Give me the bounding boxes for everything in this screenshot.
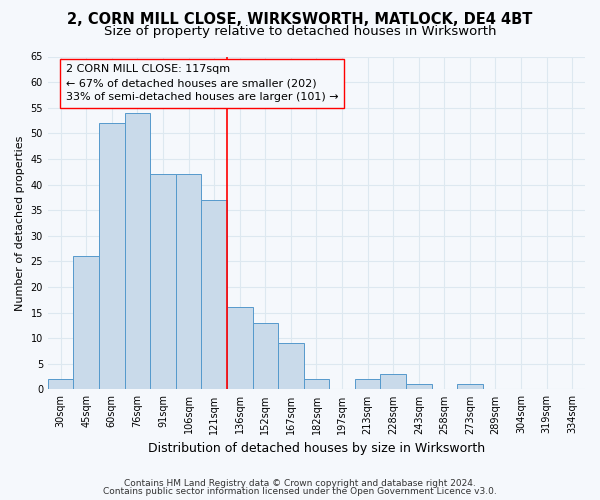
Text: Contains public sector information licensed under the Open Government Licence v3: Contains public sector information licen… <box>103 487 497 496</box>
Bar <box>99 123 125 390</box>
Text: Size of property relative to detached houses in Wirksworth: Size of property relative to detached ho… <box>104 25 496 38</box>
Y-axis label: Number of detached properties: Number of detached properties <box>15 136 25 310</box>
Bar <box>380 374 406 390</box>
Bar <box>253 323 278 390</box>
Bar <box>73 256 99 390</box>
Bar <box>457 384 482 390</box>
Bar <box>48 379 73 390</box>
Bar <box>304 379 329 390</box>
Text: 2, CORN MILL CLOSE, WIRKSWORTH, MATLOCK, DE4 4BT: 2, CORN MILL CLOSE, WIRKSWORTH, MATLOCK,… <box>67 12 533 28</box>
Bar <box>202 200 227 390</box>
Text: 2 CORN MILL CLOSE: 117sqm
← 67% of detached houses are smaller (202)
33% of semi: 2 CORN MILL CLOSE: 117sqm ← 67% of detac… <box>66 64 338 102</box>
Bar <box>406 384 431 390</box>
Bar <box>355 379 380 390</box>
Text: Contains HM Land Registry data © Crown copyright and database right 2024.: Contains HM Land Registry data © Crown c… <box>124 478 476 488</box>
Bar <box>150 174 176 390</box>
Bar <box>278 344 304 390</box>
Bar <box>176 174 202 390</box>
X-axis label: Distribution of detached houses by size in Wirksworth: Distribution of detached houses by size … <box>148 442 485 455</box>
Bar <box>227 308 253 390</box>
Bar <box>125 113 150 390</box>
